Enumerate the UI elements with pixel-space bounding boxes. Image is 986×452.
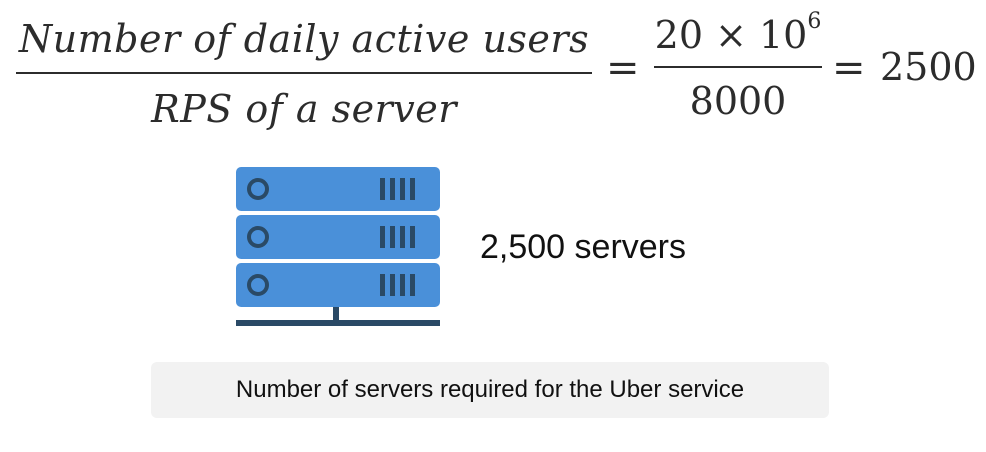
fraction-bar xyxy=(16,72,592,74)
server-count-equation: Number of daily active users RPS of a se… xyxy=(0,0,986,130)
left-fraction: Number of daily active users RPS of a se… xyxy=(16,20,592,128)
caption-text: Number of servers required for the Uber … xyxy=(235,376,745,403)
caption-box: Number of servers required for the Uber … xyxy=(151,362,829,418)
middle-numerator: 20 × 106 xyxy=(654,11,822,57)
middle-denominator: 8000 xyxy=(689,79,787,123)
equals-sign: = xyxy=(832,45,866,91)
fraction-bar xyxy=(654,66,822,68)
equals-sign: = xyxy=(606,45,640,91)
servers-count-label: 2,500 servers xyxy=(480,228,686,266)
middle-exponent: 6 xyxy=(807,9,822,35)
server-unit xyxy=(236,263,440,307)
middle-numerator-base: 20 × 10 xyxy=(654,13,808,57)
server-unit xyxy=(236,215,440,259)
server-unit xyxy=(236,167,440,211)
server-rack-icon xyxy=(236,167,440,326)
rack-base xyxy=(236,320,440,326)
equation-result: 2500 xyxy=(880,45,977,89)
middle-fraction: 20 × 106 8000 xyxy=(654,11,822,123)
rack-stand xyxy=(333,307,339,321)
fraction-numerator: Number of daily active users xyxy=(18,17,590,61)
fraction-denominator: RPS of a server xyxy=(151,87,457,131)
